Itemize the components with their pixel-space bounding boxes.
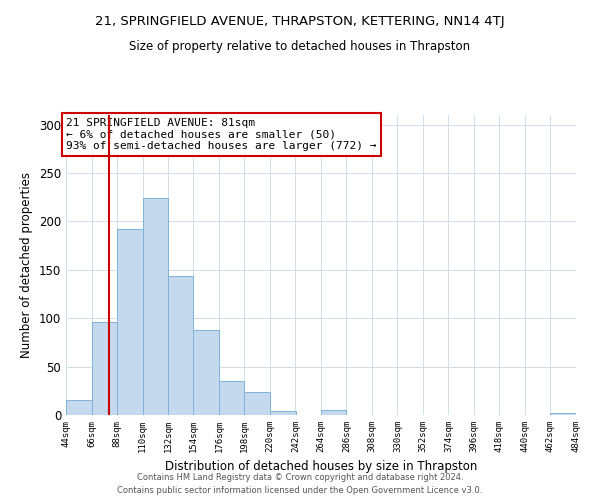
Bar	[219, 381, 245, 415]
Bar	[193, 330, 219, 415]
Text: 21 SPRINGFIELD AVENUE: 81sqm
← 6% of detached houses are smaller (50)
93% of sem: 21 SPRINGFIELD AVENUE: 81sqm ← 6% of det…	[66, 118, 377, 151]
Bar	[66, 400, 91, 415]
Text: Contains HM Land Registry data © Crown copyright and database right 2024.
Contai: Contains HM Land Registry data © Crown c…	[118, 474, 482, 495]
Bar	[117, 229, 143, 415]
Y-axis label: Number of detached properties: Number of detached properties	[20, 172, 34, 358]
Bar	[245, 392, 270, 415]
Bar	[550, 413, 576, 415]
Bar	[168, 276, 193, 415]
Text: Size of property relative to detached houses in Thrapston: Size of property relative to detached ho…	[130, 40, 470, 53]
Bar	[143, 198, 168, 415]
X-axis label: Distribution of detached houses by size in Thrapston: Distribution of detached houses by size …	[165, 460, 477, 473]
Bar	[270, 411, 296, 415]
Bar	[321, 410, 346, 415]
Bar	[91, 322, 117, 415]
Text: 21, SPRINGFIELD AVENUE, THRAPSTON, KETTERING, NN14 4TJ: 21, SPRINGFIELD AVENUE, THRAPSTON, KETTE…	[95, 15, 505, 28]
